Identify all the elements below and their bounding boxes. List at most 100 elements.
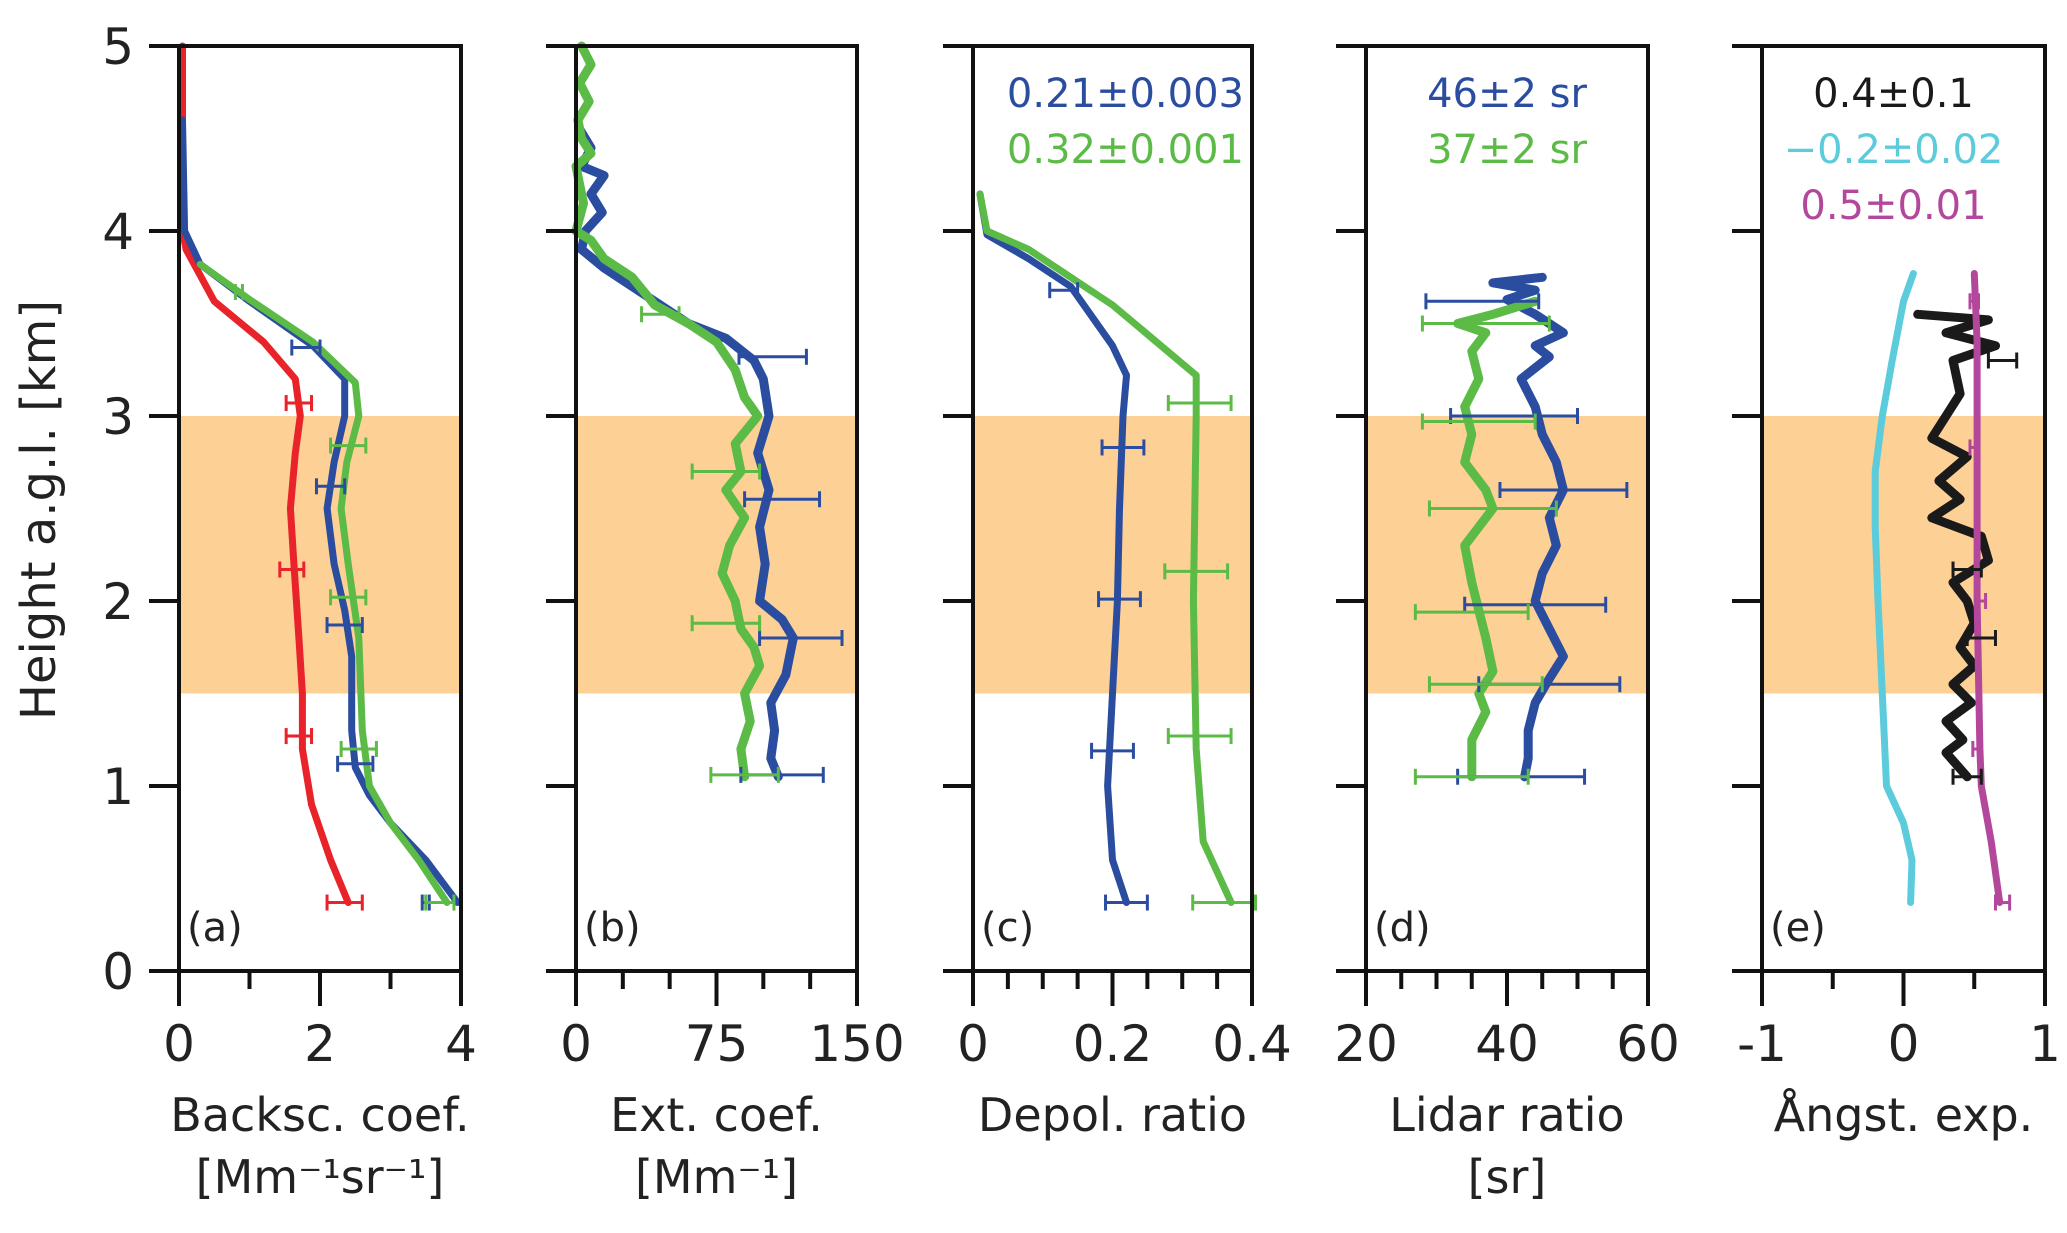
error-bar xyxy=(1986,352,2019,369)
error-bar xyxy=(1424,293,1541,310)
series-line xyxy=(575,124,798,782)
panel-label: (a) xyxy=(187,905,243,951)
annotation-value: −0.2±0.02 xyxy=(1784,127,2004,173)
error-bar xyxy=(314,478,347,495)
x-tick-label: 2 xyxy=(304,1015,336,1073)
panel-e: -1 0 1 Ångst. exp. (e) 0.4±0.1 −0.2±0.02 0.5±0.… xyxy=(1732,44,2061,1142)
x-axis-label: [Mm⁻¹] xyxy=(635,1150,798,1204)
x-tick-label: 150 xyxy=(809,1015,904,1073)
x-axis-label: Backsc. coef. xyxy=(170,1088,469,1142)
annotation-value: 46±2 sr xyxy=(1427,71,1587,117)
error-bar xyxy=(1951,561,1983,578)
error-bar xyxy=(278,561,306,578)
y-tick-label: 0 xyxy=(102,943,134,1001)
error-bar xyxy=(1968,439,1980,456)
error-bar xyxy=(329,437,368,454)
y-tick-label: 4 xyxy=(102,203,134,261)
error-bar xyxy=(1166,395,1233,412)
series-line xyxy=(976,190,1130,906)
x-axis-label: [sr] xyxy=(1468,1150,1547,1204)
panel-c: 0 0.2 0.4 Depol. ratio (c) 0.21±0.003 0.32±0.0… xyxy=(943,44,1292,1142)
series-line xyxy=(976,190,1235,906)
error-bar xyxy=(640,306,681,323)
x-axis-label: Depol. ratio xyxy=(978,1088,1247,1142)
error-bar xyxy=(1163,563,1230,580)
annotation-value: 0.32±0.001 xyxy=(1007,127,1244,173)
error-bar xyxy=(325,617,364,634)
x-tick-label: 0.2 xyxy=(1073,1015,1153,1073)
error-bar xyxy=(1100,439,1146,456)
series-line xyxy=(1871,270,1917,906)
error-bar xyxy=(1104,894,1149,911)
error-bar xyxy=(1463,596,1608,613)
panel-b: 0 75 150 Ext. coef. [Mm⁻¹] (b) xyxy=(546,41,905,1204)
annotation-value: 0.21±0.003 xyxy=(1007,71,1244,117)
x-tick-label: 0.4 xyxy=(1212,1015,1292,1073)
error-bar xyxy=(1420,315,1551,332)
y-tick-label: 5 xyxy=(102,18,134,76)
error-bar xyxy=(424,894,456,911)
error-bar xyxy=(1975,593,1988,609)
error-bar xyxy=(329,589,368,606)
error-bar xyxy=(290,339,322,356)
y-tick-label: 2 xyxy=(102,573,134,631)
panel-d: 20 40 60 Lidar ratio [sr] (d) 46±2 sr 37±2 sr xyxy=(1334,44,1680,1204)
shaded-layer-band xyxy=(1762,416,2045,694)
error-bar xyxy=(1413,768,1530,785)
error-bar xyxy=(743,491,822,508)
annotation-value: 0.4±0.1 xyxy=(1813,71,1974,117)
error-bar xyxy=(1965,630,1997,646)
y-tick-label: 1 xyxy=(102,758,134,816)
panel-label: (b) xyxy=(584,905,641,951)
x-axis-label: Ångst. exp. xyxy=(1774,1088,2034,1142)
error-bar xyxy=(690,463,762,480)
x-tick-label: 60 xyxy=(1616,1015,1680,1073)
x-tick-label: 4 xyxy=(445,1015,477,1073)
error-bar xyxy=(758,630,844,646)
x-tick-label: 0 xyxy=(560,1015,592,1073)
error-bar xyxy=(690,615,762,632)
error-bar xyxy=(1413,604,1530,621)
x-tick-label: 40 xyxy=(1475,1015,1539,1073)
series-line xyxy=(1970,270,2004,906)
error-bar xyxy=(1427,676,1544,693)
error-bar xyxy=(1420,413,1537,430)
error-bar xyxy=(1097,591,1142,608)
panel-label: (e) xyxy=(1770,905,1826,951)
error-bar xyxy=(1191,894,1257,911)
panel-label: (d) xyxy=(1374,905,1431,951)
y-tick-label: 3 xyxy=(102,388,134,446)
panel-a: 0 1 2 3 4 5 0 2 4 Backsc. coef. [Mm⁻¹sr⁻¹] (a) xyxy=(102,18,477,1204)
error-bar xyxy=(737,348,808,365)
annotation-value: 37±2 sr xyxy=(1427,127,1587,173)
x-axis-label: [Mm⁻¹sr⁻¹] xyxy=(196,1150,445,1204)
annotation-value: 0.5±0.01 xyxy=(1800,183,1986,229)
x-axis-label: Lidar ratio xyxy=(1389,1088,1624,1142)
error-bar xyxy=(1498,482,1629,498)
error-bar xyxy=(336,755,375,772)
x-tick-label: 0 xyxy=(163,1015,195,1073)
x-tick-label: 1 xyxy=(2029,1015,2061,1073)
error-bar xyxy=(1166,728,1233,745)
error-bar xyxy=(339,741,378,757)
error-bar xyxy=(1048,282,1080,299)
error-bar xyxy=(1090,742,1135,759)
error-bar xyxy=(1427,500,1558,517)
series-line xyxy=(571,41,765,782)
x-tick-label: -1 xyxy=(1737,1015,1787,1073)
series-line xyxy=(1913,309,2000,782)
y-axis-label: Height a.g.l. [km] xyxy=(11,300,67,720)
error-bar xyxy=(1971,741,1983,757)
series-line xyxy=(179,42,352,906)
series-line xyxy=(1488,272,1568,782)
error-bar xyxy=(709,766,780,783)
error-bar xyxy=(1951,768,1983,785)
error-bar xyxy=(284,395,314,412)
error-bar xyxy=(1993,894,2012,911)
x-tick-label: 0 xyxy=(957,1015,989,1073)
x-tick-label: 0 xyxy=(1888,1015,1920,1073)
shaded-layer-band xyxy=(179,416,461,694)
error-bar xyxy=(325,894,364,911)
panel-label: (c) xyxy=(981,905,1034,951)
